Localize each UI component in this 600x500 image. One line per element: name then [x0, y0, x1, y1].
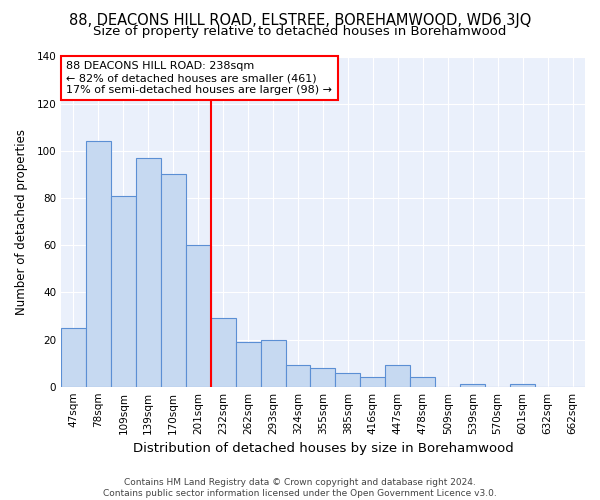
Text: Size of property relative to detached houses in Borehamwood: Size of property relative to detached ho… [94, 25, 506, 38]
Bar [310, 368, 335, 386]
Bar [211, 318, 236, 386]
Text: 88 DEACONS HILL ROAD: 238sqm
← 82% of detached houses are smaller (461)
17% of s: 88 DEACONS HILL ROAD: 238sqm ← 82% of de… [66, 62, 332, 94]
Bar [136, 158, 161, 386]
Bar [111, 196, 136, 386]
Bar [335, 372, 361, 386]
Y-axis label: Number of detached properties: Number of detached properties [15, 128, 28, 314]
Text: Contains HM Land Registry data © Crown copyright and database right 2024.
Contai: Contains HM Land Registry data © Crown c… [103, 478, 497, 498]
Bar [385, 366, 410, 386]
Bar [361, 377, 385, 386]
Bar [410, 377, 435, 386]
Bar [186, 245, 211, 386]
Bar [510, 384, 535, 386]
Bar [260, 340, 286, 386]
Bar [61, 328, 86, 386]
Bar [460, 384, 485, 386]
Bar [161, 174, 186, 386]
Bar [286, 366, 310, 386]
Text: 88, DEACONS HILL ROAD, ELSTREE, BOREHAMWOOD, WD6 3JQ: 88, DEACONS HILL ROAD, ELSTREE, BOREHAMW… [69, 12, 531, 28]
Bar [236, 342, 260, 386]
Bar [86, 142, 111, 386]
X-axis label: Distribution of detached houses by size in Borehamwood: Distribution of detached houses by size … [133, 442, 514, 455]
